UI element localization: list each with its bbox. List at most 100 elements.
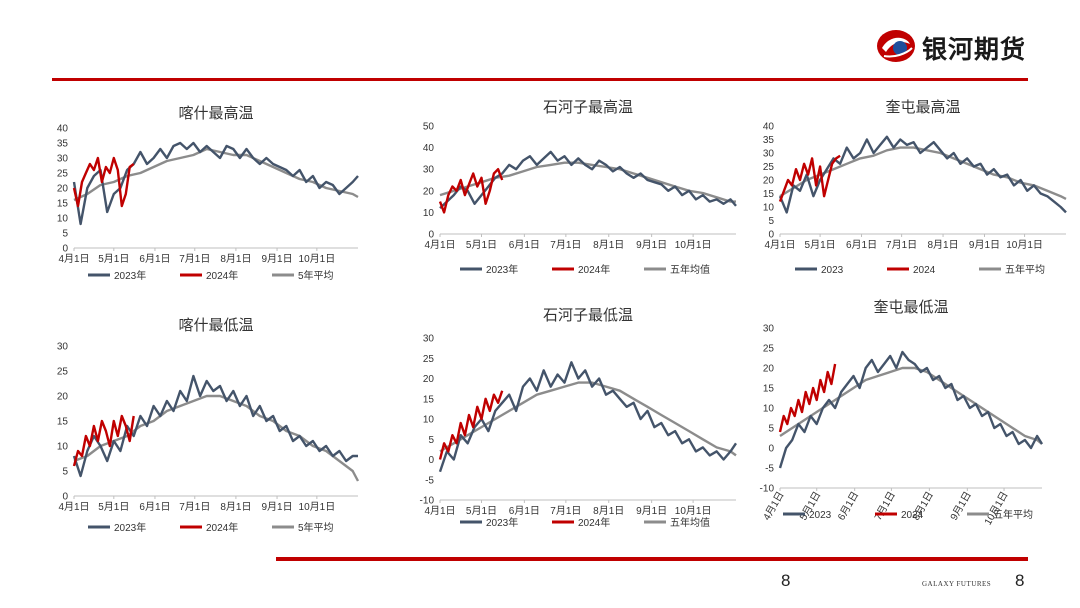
y-tick-label: 40 xyxy=(423,143,435,154)
x-tick-label: 5月1日 xyxy=(466,505,497,517)
legend-label: 2024年 xyxy=(206,521,238,534)
footer-brand: GALAXY FUTURES xyxy=(922,580,992,588)
x-tick-label: 8月1日 xyxy=(593,505,624,517)
x-tick-label: 7月1日 xyxy=(179,501,210,513)
legend-label: 5年平均 xyxy=(298,269,334,282)
legend-label: 五年平均 xyxy=(993,508,1033,521)
y-tick-label: 10 xyxy=(57,214,69,225)
series-line xyxy=(72,141,359,226)
legend-label: 2023年 xyxy=(114,521,146,534)
y-tick-label: -5 xyxy=(765,464,774,475)
y-tick-label: 15 xyxy=(763,189,775,200)
series-line xyxy=(779,146,1067,200)
chart-kashgar-high: 喀什最高温 0 5 10 15 20 25 30 35 40 4月1日 5月1日 6月1日 7月1日 8月1… xyxy=(48,98,368,288)
series-line xyxy=(778,135,1067,214)
x-tick-label: 6月1日 xyxy=(509,239,540,251)
x-tick-label: 7月1日 xyxy=(550,239,581,251)
chart-svg: 石河子最低温 -10 -5 0 5 10 15 20 25 30 4月1日 5月1日 6月1日 7月1日 8… xyxy=(420,306,737,529)
y-tick-label: 0 xyxy=(62,492,68,503)
legend-label: 5年平均 xyxy=(298,521,334,534)
x-tick-label: 8月1日 xyxy=(220,501,251,513)
y-tick-label: 30 xyxy=(423,165,435,176)
x-tick-label: 8月1日 xyxy=(593,239,624,251)
x-tick-label: 4月1日 xyxy=(58,501,89,513)
legend-label: 2024年 xyxy=(206,269,238,282)
legend-label: 2023年 xyxy=(486,263,518,276)
y-tick-label: 30 xyxy=(763,149,775,160)
x-tick-label: 5月1日 xyxy=(98,253,129,265)
chart-kashgar-low: 喀什最低温 0 5 10 15 20 25 30 4月1日 5月1日 6月1日 7月1日 8月1日 9月1… xyxy=(48,310,368,540)
y-tick-label: 15 xyxy=(763,384,775,395)
chart-title: 奎屯最低温 xyxy=(873,298,948,316)
chart-svg: 喀什最高温 0 5 10 15 20 25 30 35 40 4月1日 5月1日 6月1日 7月1日 8月1… xyxy=(57,104,359,282)
y-tick-label: 10 xyxy=(763,203,775,214)
y-tick-label: 10 xyxy=(423,415,435,426)
legend-label: 2024年 xyxy=(578,263,610,276)
y-tick-label: 25 xyxy=(57,169,69,180)
x-tick-label: 6月1日 xyxy=(846,239,877,251)
series-line xyxy=(72,156,135,208)
legend-label: 2023年 xyxy=(114,269,146,282)
x-tick-label: 10月1日 xyxy=(299,501,336,513)
x-tick-label: 7月1日 xyxy=(872,490,898,523)
y-tick-label: 30 xyxy=(57,154,69,165)
y-tick-label: 5 xyxy=(428,435,434,446)
x-tick-label: 9月1日 xyxy=(948,490,974,523)
x-tick-label: 6月1日 xyxy=(139,253,170,265)
y-tick-label: 15 xyxy=(57,417,69,428)
x-tick-label: 9月1日 xyxy=(636,505,667,517)
y-tick-label: 20 xyxy=(57,184,69,195)
series-line xyxy=(778,363,837,433)
y-tick-label: 35 xyxy=(57,139,69,150)
legend-label: 2024 xyxy=(913,265,936,276)
brand-name: 银河期货 xyxy=(922,35,1027,64)
x-tick-label: 7月1日 xyxy=(886,239,917,251)
legend-label: 2023 xyxy=(809,510,832,521)
y-tick-label: 20 xyxy=(763,176,775,187)
y-tick-label: 15 xyxy=(57,199,69,210)
x-tick-label: 9月1日 xyxy=(636,239,667,251)
series-line xyxy=(438,361,737,473)
x-tick-label: 7月1日 xyxy=(179,253,210,265)
series-line xyxy=(439,150,737,209)
series-line xyxy=(438,390,504,460)
series-line xyxy=(778,350,1044,469)
galaxy-logo-icon xyxy=(877,30,915,62)
y-tick-label: 20 xyxy=(57,392,69,403)
legend-label: 五年平均 xyxy=(1005,263,1045,276)
y-tick-label: -10 xyxy=(760,484,775,495)
page-number-right: 8 xyxy=(1015,571,1025,590)
chart-shihezi-high: 石河子最高温 0 10 20 30 40 50 4月1日 5月1日 6月1日 7月1日 8月1日 9月1… xyxy=(412,92,742,282)
y-tick-label: 50 xyxy=(423,122,435,133)
chart-title: 石河子最低温 xyxy=(543,306,633,324)
y-tick-label: 0 xyxy=(768,444,774,455)
y-tick-label: 30 xyxy=(57,342,69,353)
legend-label: 2023年 xyxy=(486,516,518,529)
y-tick-label: 35 xyxy=(763,135,775,146)
legend-label: 五年均值 xyxy=(670,263,710,276)
y-tick-label: 40 xyxy=(57,124,69,135)
x-tick-label: 8月1日 xyxy=(927,239,958,251)
y-tick-label: 30 xyxy=(763,324,775,335)
chart-kuitun-low: 奎屯最低温 -10 -5 0 5 10 15 20 25 30 4月1日 5月1日 6月1日 7月1日 8月… xyxy=(754,292,1070,527)
y-tick-label: 25 xyxy=(763,344,775,355)
footer-divider xyxy=(276,557,1028,561)
y-tick-label: 5 xyxy=(768,424,774,435)
y-tick-label: 40 xyxy=(763,122,775,133)
chart-title: 奎屯最高温 xyxy=(885,98,960,116)
x-tick-label: 10月1日 xyxy=(299,253,336,265)
x-tick-label: 6月1日 xyxy=(835,490,861,523)
y-tick-label: 0 xyxy=(428,455,434,466)
y-tick-label: 25 xyxy=(763,162,775,173)
y-tick-label: 20 xyxy=(423,186,435,197)
x-tick-label: 4月1日 xyxy=(424,505,455,517)
y-tick-label: 25 xyxy=(57,367,69,378)
series-line xyxy=(439,161,736,203)
series-line xyxy=(73,394,360,482)
page-number: 8 xyxy=(781,571,791,590)
series-line xyxy=(779,366,1043,445)
chart-shihezi-low: 石河子最低温 -10 -5 0 5 10 15 20 25 30 4月1日 5月1日 6月1日 7月1日 8… xyxy=(412,300,742,535)
y-tick-label: 10 xyxy=(57,442,69,453)
y-tick-label: 10 xyxy=(763,404,775,415)
series-line xyxy=(778,154,841,203)
